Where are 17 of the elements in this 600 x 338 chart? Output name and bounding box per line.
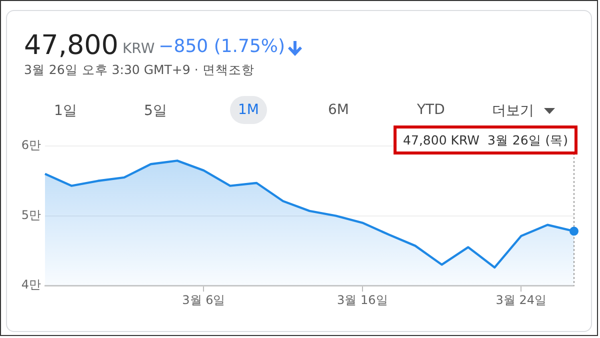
- chart-title: 47,800: [24, 30, 118, 61]
- y-tick-label: 4만: [21, 278, 41, 292]
- text: 1일: [54, 102, 77, 120]
- y-tick-label: 5만: [21, 208, 41, 222]
- text: 3월 26일 오후 3:30 GMT+9 · 면책조항: [24, 62, 254, 79]
- text: 1M: [230, 96, 267, 124]
- text: YTD: [417, 102, 445, 118]
- x-tick-label: 3월 24일: [496, 292, 546, 307]
- y-tick-label: 6만: [21, 138, 41, 152]
- annotation: 47,800 KRW 3월 26일 (목): [403, 132, 568, 148]
- text: 5일: [144, 102, 167, 120]
- x-tick-label: 3월 16일: [337, 292, 388, 307]
- x-tick-label: 3월 6일: [182, 292, 226, 307]
- text: KRW: [122, 41, 155, 57]
- text: 6M: [328, 102, 349, 118]
- text: 더보기: [492, 102, 534, 120]
- text: −850 (1.75%): [158, 36, 286, 57]
